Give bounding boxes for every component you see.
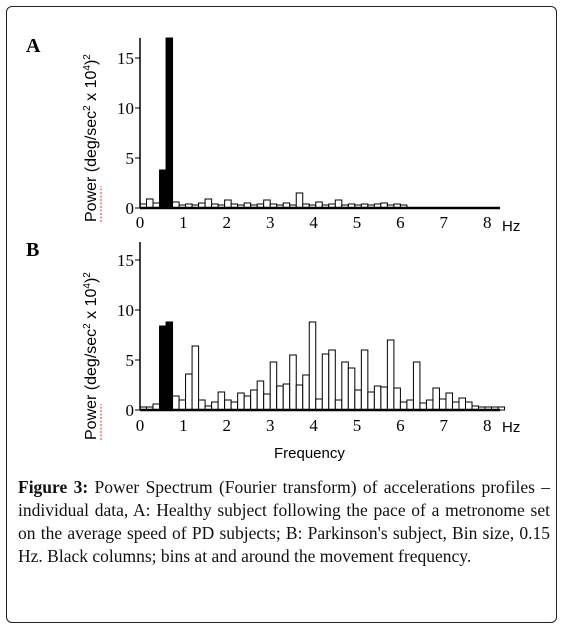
spectrum-bar [295,384,304,411]
panel-a-letter: A [26,35,41,57]
caption-text: Power Spectrum (Fourier transform) of ac… [18,477,550,566]
panel-b-xtick-label: 4 [309,416,318,435]
panel-a-xtick-label: 0 [136,213,145,232]
panel-a-xtick-label: 6 [396,213,405,232]
spectrum-bar [321,353,330,411]
spectrum-bar [347,367,356,411]
spectrum-bar [204,198,213,209]
spectrum-bar [445,392,453,411]
panel-b-bars [139,321,506,411]
spectrum-bar [146,198,154,209]
spectrum-bar [412,361,421,411]
panel-a-bars [139,37,408,209]
spectrum-bar [178,399,187,411]
spectrum-bar [256,380,265,411]
panel-b-xtick-label: 3 [266,416,275,435]
spectrum-bar [334,399,343,411]
spectrum-bar [185,373,193,411]
spectrum-bar [295,192,304,209]
spectrum-bar [328,349,336,411]
panel-b-xtick-label: 7 [440,416,449,435]
spectrum-bar [386,339,395,411]
spectrum-bar [250,389,258,411]
panel-a-x-unit: Hz [502,218,520,235]
panel-b-ytick-label: 0 [126,401,135,420]
panel-b-xtick-label: 2 [223,416,232,435]
spectrum-bar [354,389,362,411]
panel-a-xtick-label: 2 [223,213,232,232]
panel-a-ytick-label: 10 [117,99,134,118]
spectrum-bar [276,385,284,411]
panel-b-ytick-label: 10 [117,301,134,320]
panel-b-ylabel: Power (deg/sec2 x 104)2 [82,272,100,440]
spectrum-bar [269,361,278,411]
highlight-bar [159,169,167,209]
panel-b-xtick-label: 1 [179,416,188,435]
panel-b-ytick-label: 5 [126,351,135,370]
panel-a-yticks: 15 10 5 0 [117,49,140,218]
panel-a-xtick-label: 1 [179,213,188,232]
panel-a-ytick-label: 5 [126,149,135,168]
panel-b-xticks: 0 1 2 3 4 5 6 7 8 [136,416,492,435]
panel-a-xticks: 0 1 2 3 4 5 6 7 8 [136,213,492,232]
spectrum-bar [432,387,440,411]
panel-b-xtick-label: 5 [353,416,362,435]
spectrum-bar [341,361,349,411]
spectrum-bar [438,398,447,411]
highlight-bar [165,321,174,411]
panel-a-ytick-label: 15 [117,49,134,68]
panel-b-yticks: 15 10 5 0 [117,251,140,420]
spectrum-bar [393,387,401,411]
spectrum-bar [172,395,180,411]
panel-b-xtick-label: 0 [136,416,145,435]
spectrum-bar [243,395,252,411]
panel-a-ylabel: Power (deg/sec2 x 104)2 [82,54,100,222]
spectrum-bar [458,397,466,411]
panel-b-xlabel: Frequency [274,445,345,462]
panel-a-xtick-label: 8 [483,213,492,232]
spectrum-bar [360,349,369,411]
panel-a-xtick-label: 7 [440,213,449,232]
panel-a-xtick-label: 5 [353,213,362,232]
spectrum-bar [406,399,414,411]
spectrum-bar [263,393,271,411]
panel-a-xtick-label: 4 [309,213,318,232]
spectrum-bar [198,399,206,411]
spectrum-bar [315,398,323,411]
caption-label: Figure 3: [18,477,89,497]
spectrum-bar [367,391,375,411]
spectrum-bar [425,399,434,411]
spectrum-bar [191,345,200,411]
spectrum-bar [373,385,382,411]
figure-frame [6,6,557,623]
spectrum-bar [302,374,310,411]
panel-a: A Power (deg/sec2 x 104)2 15 10 5 0 0 1 2 3 4 5 6… [26,35,520,235]
panel-b-x-unit: Hz [502,419,520,436]
panel-b: B Power (deg/sec2 x 104)2 15 10 5 0 0 1 2 3 4 5 6… [26,239,520,462]
spectrum-bar [380,386,388,411]
spectrum-bar [217,391,226,411]
spectrum-bar [308,321,317,411]
panel-a-ytick-label: 0 [126,199,135,218]
highlight-bar [159,325,167,411]
panel-b-letter: B [26,239,39,261]
panel-a-xtick-label: 3 [266,213,275,232]
panel-b-xtick-label: 8 [483,416,492,435]
panel-b-ytick-label: 15 [117,251,134,270]
panel-b-xtick-label: 6 [396,416,405,435]
spectrum-bar [237,392,245,411]
spectrum-bar [224,399,232,411]
figure-caption: Figure 3: Power Spectrum (Fourier transf… [18,476,550,568]
spectrum-bar [497,406,506,411]
highlight-bar [165,37,174,209]
spectrum-bar [282,383,291,411]
spectrum-bar [289,354,297,411]
